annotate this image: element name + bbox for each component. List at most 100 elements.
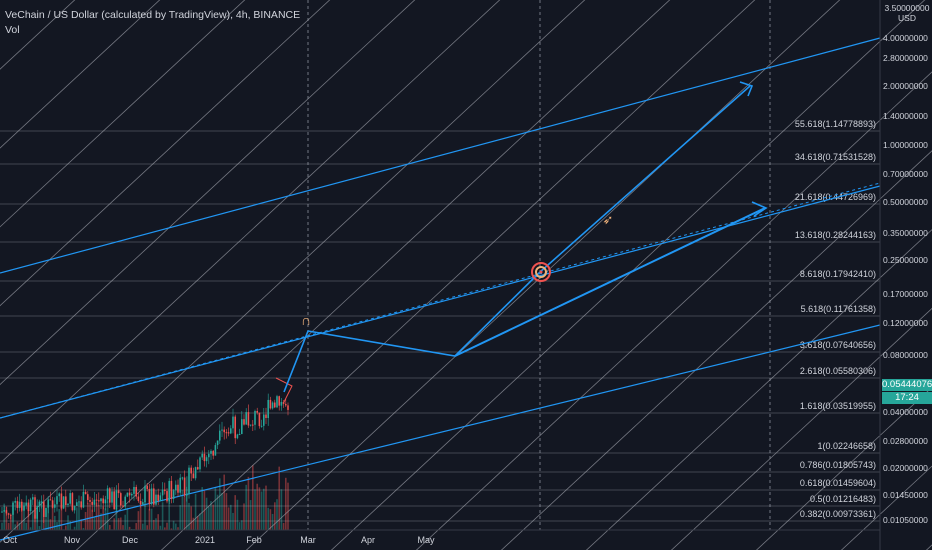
- fib-level-label: 8.618(0.17942410): [800, 269, 876, 279]
- price-axis-tick: 0.50000000: [883, 197, 928, 207]
- volume-bar: [170, 528, 173, 530]
- volume-bar: [192, 517, 195, 530]
- volume-bar: [227, 507, 230, 530]
- volume-bar: [232, 512, 234, 530]
- candle-body: [208, 453, 210, 458]
- candle-body: [201, 453, 203, 458]
- candle-body: [214, 445, 217, 456]
- candle-body: [95, 499, 98, 501]
- candle-body: [82, 491, 85, 508]
- fib-level-label: 2.618(0.05580306): [800, 366, 876, 376]
- price-axis-tick: 1.00000000: [883, 140, 928, 150]
- volume-bar: [249, 500, 252, 530]
- volume-bar: [252, 465, 254, 530]
- fib-level-label: 21.618(0.44726969): [795, 192, 876, 202]
- grid-lines: [307, 0, 771, 530]
- price-axis-tick: 0.02000000: [883, 463, 928, 473]
- candle-body: [234, 416, 236, 439]
- candle-body: [120, 493, 122, 506]
- volume-bar: [159, 525, 162, 530]
- channel-line: [500, 150, 932, 550]
- trendlines[interactable]: [0, 37, 881, 541]
- candle-body: [65, 496, 67, 505]
- volume-bar: [280, 489, 283, 530]
- candle-body: [54, 504, 56, 508]
- volume-bar: [243, 503, 245, 530]
- volume-bar: [168, 500, 170, 530]
- candle-body: [168, 480, 170, 502]
- volume-bar: [14, 524, 16, 530]
- legend-title: VeChain / US Dollar (calculated by Tradi…: [5, 9, 301, 21]
- volume-bar: [271, 513, 274, 530]
- volume-bar: [78, 502, 80, 530]
- volume-bar: [247, 476, 250, 530]
- candle-body: [254, 410, 256, 425]
- candle-body: [98, 500, 100, 502]
- channel-line: [0, 0, 161, 149]
- candle-body: [58, 493, 60, 497]
- volume-bar: [76, 507, 78, 530]
- volume-bar: [65, 525, 67, 530]
- candle-body: [278, 396, 280, 406]
- volume-bar: [115, 507, 118, 530]
- candle-body: [146, 485, 148, 489]
- candle-body: [38, 501, 41, 507]
- volume-bar: [199, 513, 201, 530]
- volume-bar: [194, 493, 197, 530]
- candle-body: [280, 401, 283, 406]
- candle-body: [14, 501, 16, 503]
- candle-body: [56, 496, 58, 505]
- volume-bar: [36, 516, 38, 530]
- price-axis-tick: 0.70000000: [883, 169, 928, 179]
- volume-bar: [67, 515, 69, 530]
- volume-bar: [146, 525, 148, 530]
- candle-body: [216, 440, 219, 446]
- candle-body: [265, 414, 267, 419]
- volume-bar: [126, 507, 129, 530]
- volume-bar: [1, 522, 3, 530]
- candle-body: [194, 467, 197, 479]
- candle-body: [238, 434, 241, 436]
- candle-body: [274, 402, 276, 408]
- volume-bar: [124, 514, 126, 530]
- candle-body: [32, 497, 34, 500]
- candle-body: [7, 513, 10, 515]
- candle-body: [276, 396, 278, 408]
- volume-bar: [150, 508, 153, 530]
- candle-body: [69, 493, 71, 504]
- candle-body: [161, 489, 164, 496]
- candle-body: [282, 401, 285, 404]
- candle-body: [29, 499, 32, 512]
- candle-body: [252, 424, 254, 426]
- trendline: [0, 37, 881, 274]
- candle-body: [67, 503, 69, 505]
- candle-body: [91, 501, 93, 505]
- candle-body: [34, 497, 36, 519]
- volume-bar: [238, 522, 241, 530]
- candle-body: [247, 412, 250, 426]
- candle-body: [5, 510, 8, 514]
- price-axis-tick: 0.08000000: [883, 350, 928, 360]
- volume-bar: [3, 503, 5, 530]
- fib-levels: 55.618(1.14778893) 34.618(0.71531528) 21.6…: [0, 119, 880, 522]
- fib-level-label: 3.618(0.07640656): [800, 340, 876, 350]
- time-axis-tick: Nov: [64, 535, 81, 545]
- projection-path[interactable]: [283, 81, 768, 393]
- candle-body: [287, 405, 289, 410]
- time-axis-tick: Feb: [246, 535, 262, 545]
- candle-body: [43, 501, 45, 517]
- countdown-tag: 17:24: [882, 392, 932, 404]
- candle-body: [150, 488, 153, 505]
- trendline-dashed: [0, 182, 881, 419]
- candle-body: [122, 505, 124, 507]
- volume-bar: [212, 504, 214, 530]
- candle-body: [183, 477, 186, 496]
- volume-bar: [223, 474, 225, 530]
- volume-bar: [109, 524, 111, 530]
- volume-bar: [91, 509, 93, 530]
- candle-body: [10, 514, 12, 516]
- channel-line: [160, 0, 756, 550]
- candle-body: [102, 498, 104, 504]
- candle-body: [117, 490, 120, 494]
